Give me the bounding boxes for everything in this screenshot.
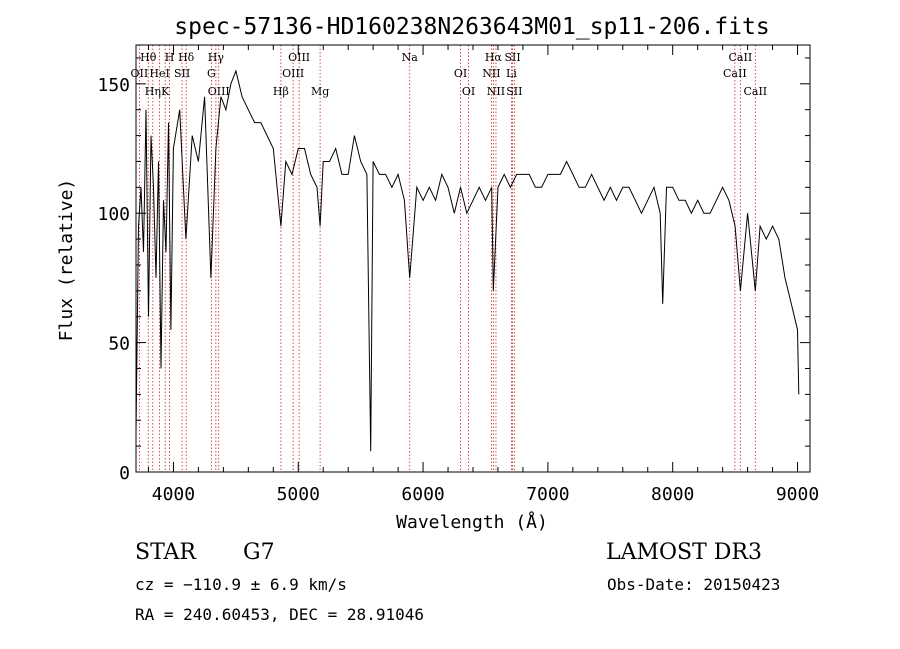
- line-label: NII: [482, 67, 500, 80]
- x-tick-label: 6000: [401, 484, 444, 505]
- line-label: SII: [174, 67, 190, 80]
- observation-date: Obs-Date: 20150423: [607, 575, 781, 594]
- line-label: G: [207, 67, 216, 80]
- line-label: Hθ: [140, 51, 157, 64]
- line-label: OIII: [208, 85, 230, 98]
- line-label: OIII: [288, 51, 310, 64]
- line-label: CaII: [743, 85, 767, 98]
- x-axis-label: Wavelength (Å): [396, 511, 548, 533]
- line-label: OI: [454, 67, 467, 80]
- y-axis-ticks: 0 50 100 150: [97, 57, 810, 484]
- coordinates: RA = 240.60453, DEC = 28.91046: [135, 605, 424, 624]
- subclass: G7: [243, 540, 275, 565]
- survey-name: LAMOST DR3: [606, 540, 762, 565]
- spectrum-line: [135, 69, 800, 452]
- plot-frame: [135, 44, 811, 473]
- x-tick-label: 5000: [277, 484, 320, 505]
- object-class: STAR: [135, 540, 196, 565]
- x-tick-label: 8000: [651, 484, 694, 505]
- line-label: Na: [402, 51, 419, 64]
- line-label: HeI: [149, 67, 169, 80]
- line-label: CaII: [729, 51, 753, 64]
- line-label: NII: [487, 85, 505, 98]
- x-tick-label: 7000: [526, 484, 569, 505]
- x-axis-ticks: 4000 5000 6000 7000 8000 9000: [147, 45, 819, 505]
- y-tick-label: 150: [97, 75, 130, 96]
- y-tick-label: 50: [108, 334, 130, 355]
- chart-title: spec-57136-HD160238N263643M01_sp11-206.f…: [174, 14, 769, 40]
- x-tick-label: 9000: [776, 484, 819, 505]
- y-tick-label: 100: [97, 204, 130, 225]
- spectral-line-markers: [138, 45, 756, 472]
- line-label: K: [161, 85, 170, 98]
- x-tick-label: 4000: [152, 484, 195, 505]
- redshift-velocity: cz = −110.9 ± 6.9 km/s: [135, 575, 347, 594]
- line-label: CaII: [723, 67, 747, 80]
- line-label: Mg: [311, 85, 329, 98]
- line-label: SII: [506, 85, 522, 98]
- y-axis-label: Flux (relative): [56, 179, 77, 342]
- line-label: Hβ: [273, 85, 289, 98]
- line-label: OII: [131, 67, 149, 80]
- line-label: Hδ: [178, 51, 195, 64]
- line-label: Hη: [145, 85, 161, 98]
- line-label: Hα: [485, 51, 503, 64]
- line-label: SII: [504, 51, 520, 64]
- spectral-line-labels: Hθ OII K H HeI Hη Hδ SII OIII Hγ G Hβ OIII OIII Mg Na OI…: [131, 51, 768, 98]
- line-label: Hγ: [208, 51, 225, 64]
- line-label: H: [165, 51, 175, 64]
- y-tick-label: 0: [119, 463, 130, 484]
- line-label: Li: [506, 67, 517, 80]
- line-label: OIII: [282, 67, 304, 80]
- line-label: OI: [462, 85, 475, 98]
